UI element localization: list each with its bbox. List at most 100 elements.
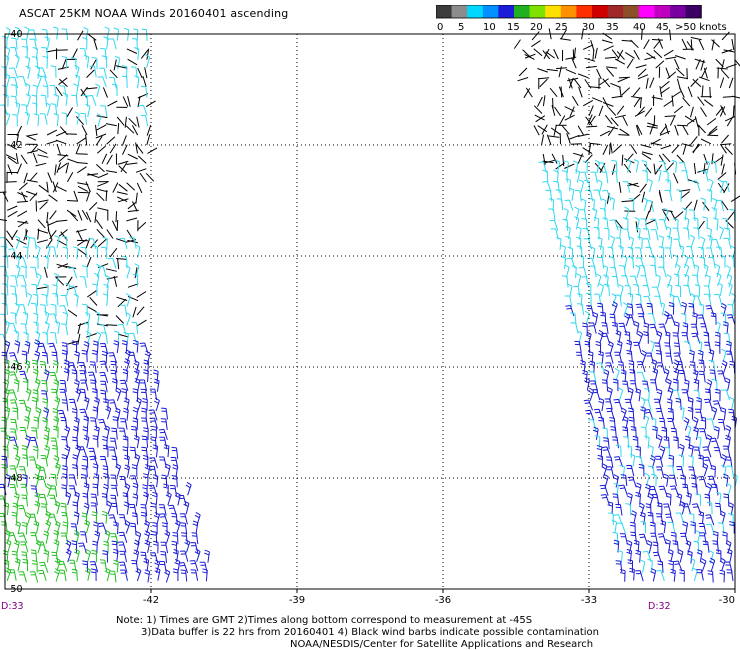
- wind-barb: [113, 59, 117, 71]
- wind-barb: [79, 48, 87, 60]
- wind-barb: [556, 198, 564, 211]
- wind-barb: [656, 434, 663, 449]
- wind-barb: [121, 340, 128, 353]
- wind-barb: [601, 171, 609, 184]
- wind-barb: [713, 217, 719, 231]
- wind-barb: [658, 485, 668, 497]
- wind-barb: [717, 172, 727, 180]
- wind-barb: [14, 454, 21, 469]
- wind-barb: [79, 276, 87, 288]
- wind-barb: [7, 205, 18, 211]
- wind-barb: [588, 371, 597, 383]
- wind-barb: [700, 138, 712, 145]
- wind-barb: [671, 91, 682, 98]
- wind-barb: [92, 283, 98, 296]
- wind-barb: [649, 340, 655, 354]
- wind-barb: [56, 162, 62, 173]
- wind-barb: [658, 160, 668, 173]
- wind-barb: [539, 78, 548, 88]
- wind-barb: [119, 561, 128, 573]
- map-title: ASCAT 25KM NOAA Winds 20160401 ascending: [19, 7, 289, 20]
- wind-barb: [61, 512, 69, 524]
- wind-barb: [714, 426, 720, 440]
- wind-barb: [189, 560, 199, 572]
- wind-barb: [54, 462, 61, 477]
- wind-barb: [106, 136, 116, 145]
- wind-barb: [103, 540, 109, 554]
- wind-barb: [120, 418, 128, 430]
- wind-barb: [78, 446, 88, 458]
- wind-barb: [48, 513, 58, 525]
- wind-barb: [641, 151, 653, 156]
- wind-barb: [644, 219, 656, 226]
- wind-barb: [696, 397, 702, 410]
- wind-barb: [589, 265, 597, 278]
- wind-barb: [22, 45, 28, 59]
- wind-barb: [560, 86, 563, 98]
- wind-barb: [659, 301, 665, 316]
- wind-barb: [656, 350, 663, 363]
- wind-barb: [135, 244, 141, 258]
- wind-barb: [184, 539, 191, 553]
- wind-barb: [145, 100, 156, 108]
- wind-barb: [602, 189, 612, 201]
- wind-barb: [564, 199, 574, 211]
- wind-barb: [690, 136, 698, 146]
- wind-barb: [5, 111, 11, 126]
- wind-barb: [35, 244, 41, 259]
- wind-barb: [702, 462, 709, 477]
- wind-barb: [101, 510, 108, 524]
- wind-barb: [144, 539, 151, 554]
- wind-barb: [50, 332, 58, 344]
- wind-barb: [709, 86, 711, 99]
- wind-barb: [726, 548, 733, 562]
- wind-barb: [722, 321, 729, 335]
- wind-barb: [630, 531, 637, 544]
- wind-barb: [653, 398, 662, 411]
- wind-barb: [720, 143, 732, 146]
- wind-barb: [114, 55, 121, 70]
- wind-barb: [111, 378, 118, 392]
- wind-barb: [65, 282, 71, 297]
- wind-barb: [561, 125, 570, 135]
- wind-barb: [575, 351, 584, 364]
- wind-barb: [582, 99, 594, 107]
- wind-barb: [142, 491, 149, 506]
- wind-barb: [64, 425, 71, 440]
- wind-barb: [37, 148, 48, 155]
- wind-barb: [86, 190, 91, 202]
- wind-barb: [140, 388, 148, 401]
- wind-barb: [592, 311, 599, 326]
- wind-barb: [582, 160, 588, 174]
- wind-barb: [675, 55, 686, 60]
- wind-barb: [13, 539, 20, 554]
- wind-barb: [616, 105, 625, 115]
- wind-barb: [25, 83, 31, 97]
- wind-barb: [58, 154, 68, 163]
- wind-barb: [183, 500, 190, 515]
- wind-barb: [555, 162, 565, 170]
- wind-barb: [76, 153, 88, 155]
- wind-barb: [71, 369, 78, 382]
- wind-barb: [688, 455, 694, 469]
- wind-barb: [23, 331, 29, 345]
- wind-barb: [120, 304, 128, 317]
- wind-barb: [112, 182, 119, 193]
- wind-barb: [32, 152, 38, 164]
- wind-barb: [74, 491, 80, 505]
- wind-barb: [665, 162, 675, 172]
- wind-barb: [662, 153, 671, 163]
- wind-barb: [707, 134, 719, 137]
- wind-barb: [9, 399, 19, 411]
- wind-barb: [652, 551, 662, 563]
- wind-barb: [619, 86, 622, 98]
- wind-barb: [37, 199, 49, 203]
- wind-barb: [127, 153, 138, 160]
- wind-barb: [621, 39, 633, 42]
- scale-swatch: [436, 5, 453, 18]
- wind-barb: [706, 523, 715, 535]
- wind-barb: [134, 378, 141, 392]
- wind-barb: [43, 283, 49, 297]
- wind-barb: [652, 541, 659, 554]
- wind-barb: [31, 427, 38, 440]
